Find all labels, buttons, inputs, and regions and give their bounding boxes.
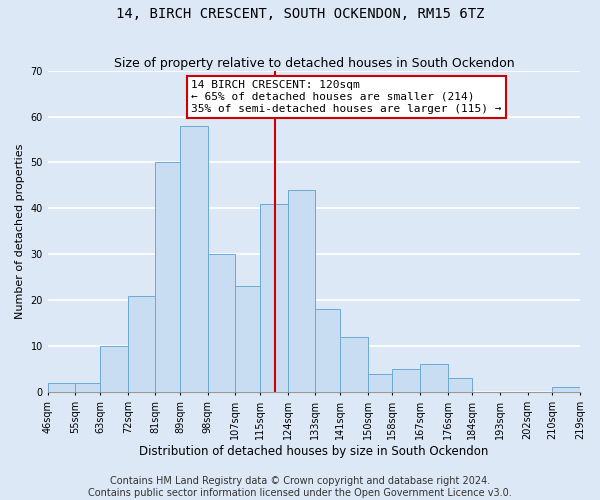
Text: 14, BIRCH CRESCENT, SOUTH OCKENDON, RM15 6TZ: 14, BIRCH CRESCENT, SOUTH OCKENDON, RM15… — [116, 8, 484, 22]
Bar — [448, 378, 472, 392]
Bar — [155, 162, 180, 392]
Bar — [340, 337, 368, 392]
Title: Size of property relative to detached houses in South Ockendon: Size of property relative to detached ho… — [113, 56, 514, 70]
Text: 14 BIRCH CRESCENT: 120sqm
← 65% of detached houses are smaller (214)
35% of semi: 14 BIRCH CRESCENT: 120sqm ← 65% of detac… — [191, 80, 502, 114]
Bar — [76, 383, 100, 392]
Bar — [288, 190, 316, 392]
Y-axis label: Number of detached properties: Number of detached properties — [15, 144, 25, 319]
Bar — [392, 369, 420, 392]
Bar — [100, 346, 128, 392]
Bar — [368, 374, 392, 392]
Bar — [180, 126, 208, 392]
Bar — [48, 383, 76, 392]
Bar — [208, 254, 235, 392]
Text: Contains HM Land Registry data © Crown copyright and database right 2024.
Contai: Contains HM Land Registry data © Crown c… — [88, 476, 512, 498]
Bar — [420, 364, 448, 392]
Bar — [553, 388, 580, 392]
Bar — [316, 310, 340, 392]
X-axis label: Distribution of detached houses by size in South Ockendon: Distribution of detached houses by size … — [139, 444, 488, 458]
Bar — [260, 204, 288, 392]
Bar — [128, 296, 155, 392]
Bar — [235, 286, 260, 392]
